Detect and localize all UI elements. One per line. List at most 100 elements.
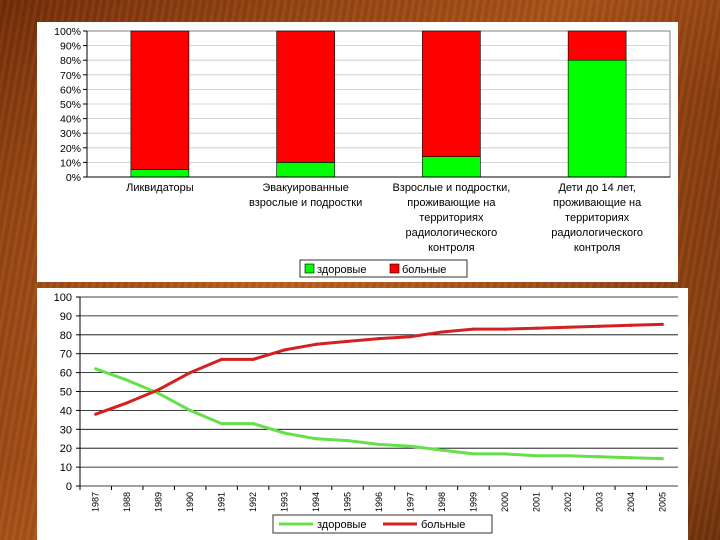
y-tick-label: 90% <box>60 41 81 53</box>
y-tick-label: 10 <box>60 462 72 474</box>
data-point <box>566 325 570 329</box>
y-tick-label: 30 <box>60 424 72 436</box>
data-point <box>188 371 192 375</box>
bar-segment <box>276 162 335 178</box>
category-label-line: территориях <box>565 212 630 224</box>
legend-swatch <box>304 263 315 274</box>
bar-segment <box>130 30 190 170</box>
y-tick-label: 0 <box>66 481 72 493</box>
y-tick-label: 50% <box>60 99 81 111</box>
category-label-line: радиологического <box>551 227 643 239</box>
data-point <box>597 324 601 328</box>
x-tick-label: 1989 <box>154 492 164 512</box>
x-tick-label: 1999 <box>468 492 478 512</box>
x-tick-label: 1993 <box>280 492 290 512</box>
legend-label: здоровые <box>317 264 366 276</box>
category-label-line: контроля <box>428 242 475 254</box>
data-point <box>629 456 633 460</box>
data-point <box>534 326 538 330</box>
y-tick-label: 90 <box>60 311 72 323</box>
category-label-line: радиологического <box>405 227 497 239</box>
y-tick-label: 70% <box>60 70 81 82</box>
data-point <box>660 322 664 327</box>
x-tick-label: 1994 <box>311 492 321 512</box>
category-label-line: Эвакуированные <box>262 182 349 194</box>
data-point <box>597 455 601 459</box>
bar-segment <box>422 156 481 178</box>
data-point <box>629 323 633 327</box>
x-tick-label: 2000 <box>500 492 510 512</box>
x-tick-label: 2004 <box>626 492 636 512</box>
category-label-line: проживающие на <box>553 197 642 209</box>
data-point <box>566 454 570 458</box>
y-tick-label: 60 <box>60 368 72 380</box>
data-point <box>94 412 98 416</box>
data-point <box>314 342 318 346</box>
data-point <box>282 348 287 352</box>
data-point <box>125 401 129 405</box>
y-tick-label: 20% <box>60 143 81 155</box>
category-label-line: Дети до 14 лет, <box>558 182 635 194</box>
x-tick-label: 1998 <box>437 492 447 512</box>
x-tick-label: 2003 <box>594 492 604 512</box>
y-tick-label: 100 <box>54 292 72 304</box>
y-tick-label: 80% <box>60 55 81 67</box>
x-tick-label: 2005 <box>657 492 667 512</box>
y-tick-label: 30% <box>60 128 81 140</box>
data-point <box>125 378 129 382</box>
y-tick-label: 0% <box>66 172 81 184</box>
bar-segment <box>422 30 481 157</box>
bar-chart-panel: 0% 10% 20% 30% 40% 50% 60% 70% 80% 90% 100% Ликвида… <box>37 22 678 282</box>
y-tick-label: 60% <box>60 84 81 96</box>
line-chart-panel: 0 10 20 30 40 50 60 70 80 90 100 1987 1988 1989 1990 19… <box>37 288 688 540</box>
x-tick-label: 1996 <box>374 492 384 512</box>
category-label-line: Ликвидаторы <box>126 182 194 194</box>
legend-label: здоровые <box>317 519 366 531</box>
x-tick-label: 1992 <box>248 492 258 512</box>
y-tick-label: 70 <box>60 349 72 361</box>
legend-label: больные <box>402 264 446 276</box>
data-point <box>660 456 664 461</box>
data-point <box>282 431 287 435</box>
x-tick-label: 2002 <box>563 492 573 512</box>
legend-label: больные <box>421 519 465 531</box>
category-label-line: проживающие на <box>407 197 496 209</box>
legend-box <box>299 259 468 278</box>
category-label-line: Взрослые и подростки, <box>392 182 510 194</box>
data-point <box>440 330 444 334</box>
data-point <box>220 357 224 361</box>
y-tick-label: 80 <box>60 330 72 342</box>
line-chart: 0 10 20 30 40 50 60 70 80 90 100 1987 1988 1989 1990 19… <box>54 292 678 534</box>
data-point <box>157 391 161 395</box>
y-tick-label: 100% <box>54 26 81 38</box>
bar-segment <box>276 30 335 163</box>
data-point <box>345 339 350 344</box>
legend: здоровые больные <box>299 259 468 278</box>
bar-segment <box>567 30 627 61</box>
x-tick-label: 1987 <box>91 492 101 512</box>
category-label-line: контроля <box>574 242 621 254</box>
data-point <box>377 442 381 447</box>
data-point <box>440 448 444 452</box>
y-tick-label: 40 <box>60 405 72 417</box>
data-point <box>471 452 476 456</box>
data-point <box>188 408 192 412</box>
data-point <box>408 444 413 448</box>
data-point <box>314 437 318 441</box>
x-tick-label: 1995 <box>343 492 353 512</box>
data-point <box>471 327 476 331</box>
legend: здоровые больные <box>272 514 493 534</box>
x-tick-label: 1988 <box>122 492 132 512</box>
y-tick-label: 10% <box>60 157 81 169</box>
bar-segment <box>567 59 627 178</box>
stacked-bar-chart: 0% 10% 20% 30% 40% 50% 60% 70% 80% 90% 100% Ликвида… <box>54 26 671 278</box>
category-label: Взрослые и подростки, проживающие на терри… <box>392 182 510 254</box>
category-label: Эвакуированные взрослые и подростки <box>249 182 362 209</box>
y-tick-label: 20 <box>60 443 72 455</box>
data-point <box>503 327 507 331</box>
category-label: Дети до 14 лет, проживающие на территориях… <box>551 182 643 254</box>
data-point <box>251 422 255 426</box>
x-tick-label: 1990 <box>185 492 195 512</box>
y-tick-label: 40% <box>60 114 81 126</box>
x-tick-label: 2001 <box>531 492 541 512</box>
